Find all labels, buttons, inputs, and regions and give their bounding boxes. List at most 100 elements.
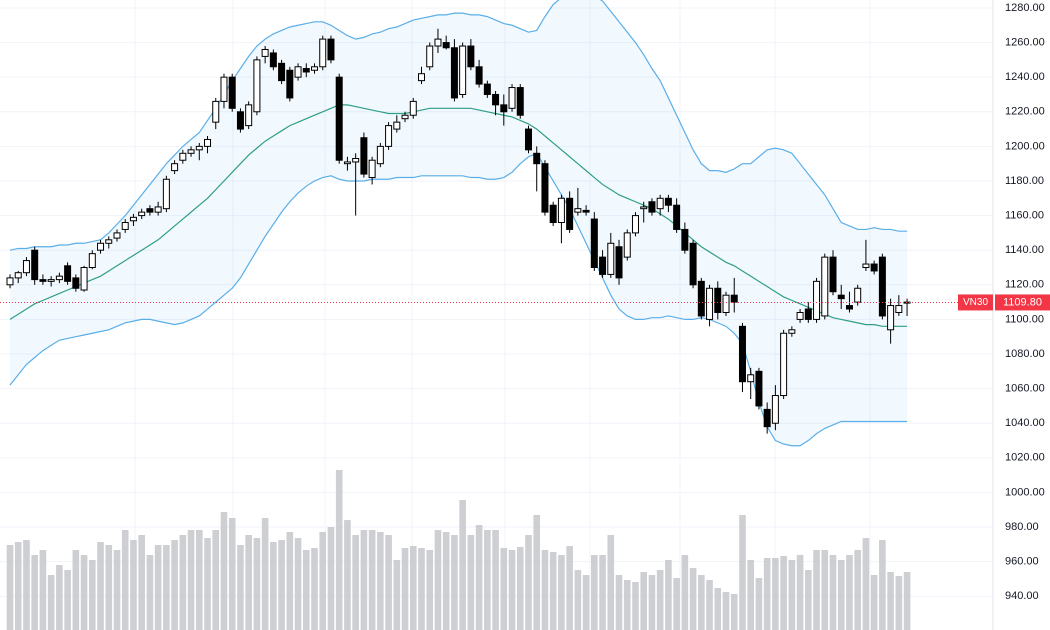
y-tick-label: 1200.00 xyxy=(1005,140,1045,152)
candle-body xyxy=(343,161,351,165)
candle-body xyxy=(903,301,911,304)
candle-body xyxy=(673,204,681,230)
volume-bar xyxy=(146,555,154,630)
y-tick-label: 1100.00 xyxy=(1005,313,1044,325)
candle-body xyxy=(294,66,302,78)
candle-body xyxy=(566,197,574,230)
volume-bar xyxy=(813,550,820,630)
candle-body xyxy=(492,93,500,106)
volume-bar xyxy=(237,545,244,630)
candle-body xyxy=(533,152,541,165)
candle-body xyxy=(788,329,796,334)
volume-bar xyxy=(278,540,285,630)
candle-body xyxy=(121,222,129,230)
candle-body xyxy=(706,287,714,320)
candle-body xyxy=(813,280,821,320)
y-tick-label: 940.00 xyxy=(1005,590,1039,602)
candle-body xyxy=(434,38,442,47)
volume-bar xyxy=(788,560,796,630)
volume-bar xyxy=(730,594,738,630)
volume-bar xyxy=(837,560,845,630)
candle-body xyxy=(319,38,327,68)
volume-bar xyxy=(714,588,722,630)
candle-body xyxy=(557,197,565,224)
candle-body xyxy=(714,287,722,313)
volume-bar xyxy=(451,535,458,630)
candle-body xyxy=(236,111,244,130)
candle-body xyxy=(204,138,212,147)
candle-body xyxy=(854,287,862,303)
volume-bar xyxy=(23,540,30,630)
volume-bar xyxy=(385,535,392,630)
price-label-box xyxy=(995,294,1050,311)
candle-body xyxy=(549,204,557,224)
volume-bar xyxy=(862,538,870,630)
volume-bar xyxy=(204,538,211,630)
candle-body xyxy=(656,197,664,210)
candle-body xyxy=(780,332,788,397)
candle-body xyxy=(253,59,261,113)
candle-body xyxy=(138,211,146,217)
volume-bar xyxy=(212,530,220,630)
volume-bar xyxy=(195,530,203,630)
candle-body xyxy=(648,201,656,213)
candle-body xyxy=(640,206,648,210)
candle-body xyxy=(631,215,639,234)
candle-body xyxy=(401,114,409,120)
candle-body xyxy=(269,52,277,68)
volume-bar xyxy=(171,540,178,630)
candle-body xyxy=(261,48,269,57)
volume-bar xyxy=(607,535,615,630)
candle-body xyxy=(804,308,812,320)
candle-body xyxy=(467,45,475,68)
volume-bar xyxy=(475,525,483,630)
y-tick-label: 1080.00 xyxy=(1005,348,1045,360)
y-tick-label: 1000.00 xyxy=(1005,486,1045,498)
candle-body xyxy=(47,279,55,282)
candle-body xyxy=(105,239,113,244)
volume-bar xyxy=(755,578,763,630)
volume xyxy=(6,470,911,630)
candle-body xyxy=(64,265,72,282)
volume-bar xyxy=(14,542,22,630)
volume-bar xyxy=(821,550,829,630)
volume-bar xyxy=(665,560,672,630)
candle-body xyxy=(352,157,360,163)
candle-body xyxy=(72,277,80,289)
volume-bar xyxy=(179,535,187,630)
volume-bar xyxy=(319,532,327,630)
candle-body xyxy=(730,294,738,303)
volume-bar xyxy=(854,550,861,630)
volume-bar xyxy=(484,530,491,630)
candle-body xyxy=(738,325,746,383)
volume-bar xyxy=(459,500,466,630)
volume-bar xyxy=(56,565,63,630)
candle-body xyxy=(607,242,615,275)
candle-body xyxy=(311,66,319,71)
volume-bar xyxy=(500,548,508,630)
upper-band-line xyxy=(9,0,908,251)
volume-bar xyxy=(689,568,697,630)
candle-body xyxy=(895,305,903,313)
volume-bar xyxy=(673,578,680,630)
volume-bar xyxy=(163,545,170,630)
volume-bar xyxy=(763,558,771,630)
volume-bar xyxy=(39,550,47,630)
volume-bar xyxy=(72,550,80,630)
candle-body xyxy=(39,279,47,282)
volume-bar xyxy=(870,575,878,630)
volume-bar xyxy=(187,530,195,630)
volume-bar xyxy=(89,560,96,630)
candle-body xyxy=(179,152,187,161)
y-tick-label: 1220.00 xyxy=(1005,106,1045,118)
volume-bar xyxy=(805,570,812,630)
candle-body xyxy=(97,242,105,251)
price-label: 1109.80 xyxy=(1003,296,1042,308)
candle-body xyxy=(845,305,853,310)
volume-bar xyxy=(377,532,384,630)
y-tick-label: 1260.00 xyxy=(1005,36,1045,48)
volume-bar xyxy=(574,570,582,630)
volume-bar xyxy=(681,555,689,630)
volume-bar xyxy=(401,548,409,630)
